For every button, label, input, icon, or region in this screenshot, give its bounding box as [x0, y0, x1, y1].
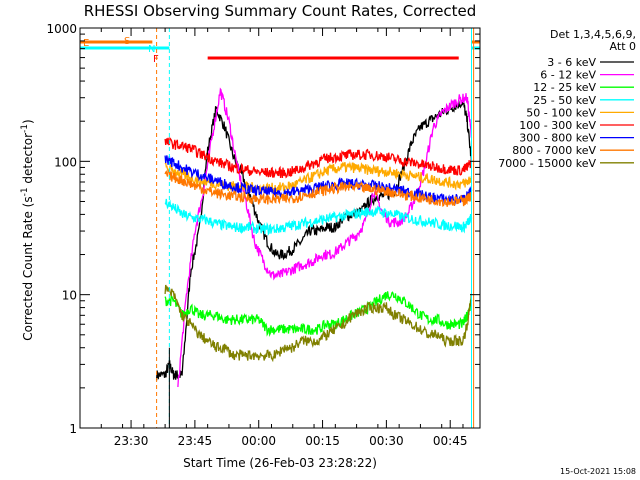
x-tick-label: 00:45 [433, 434, 468, 448]
generation-timestamp: 15-Oct-2021 15:08 [560, 467, 636, 476]
flag-label-n: N [148, 44, 155, 55]
x-tick-label: 00:15 [305, 434, 340, 448]
legend-label: 3 - 6 keV [547, 56, 596, 69]
series-line-8 [164, 284, 472, 363]
legend-label: 12 - 25 keV [533, 81, 596, 94]
y-axis-label: Corrected Count Rate (s-1 detector-1) [20, 119, 35, 340]
legend-label: 7000 - 15000 keV [498, 157, 596, 170]
x-tick-label: 00:30 [369, 434, 404, 448]
flag-label-f: F [153, 54, 159, 65]
legend-label: 25 - 50 keV [533, 94, 596, 107]
x-tick-label: 23:45 [178, 434, 213, 448]
legend-header: Att 0 [610, 40, 636, 53]
x-axis-ticks: 23:30 23:45 00:00 00:15 00:30 00:45 [79, 28, 468, 448]
series-line-1 [177, 87, 473, 388]
series-line-7 [164, 168, 473, 208]
chart-title: RHESSI Observing Summary Count Rates, Co… [84, 2, 477, 20]
x-axis-label: Start Time (26-Feb-03 23:28:22) [183, 456, 377, 470]
y-tick-label: 1000 [46, 22, 77, 36]
plot-frame [79, 27, 481, 429]
flag-bars: E S NF [80, 36, 480, 65]
flag-label-e: E [83, 38, 89, 49]
series-line-2 [164, 291, 473, 337]
y-tick-label: 10 [62, 289, 77, 303]
legend-header: Det 1,3,4,5,6,9, [550, 28, 636, 41]
series-line-4 [164, 161, 472, 195]
y-tick-label: 1 [69, 422, 77, 436]
legend-label: 300 - 800 keV [519, 132, 596, 145]
series-lines [155, 87, 473, 388]
y-axis-ticks: 1000 100 10 1 [46, 22, 480, 436]
series-line-5 [164, 136, 473, 179]
legend-label: 800 - 7000 keV [512, 144, 596, 157]
series-line-0 [155, 100, 473, 381]
x-tick-label: 00:00 [241, 434, 276, 448]
legend-label: 6 - 12 keV [540, 69, 596, 82]
series-line-3 [164, 198, 473, 236]
legend-label: 50 - 100 keV [526, 106, 596, 119]
legend-label: 100 - 300 keV [519, 119, 596, 132]
y-tick-label: 100 [54, 155, 77, 169]
flag-label-s: S [124, 36, 130, 47]
x-tick-label: 23:30 [114, 434, 149, 448]
